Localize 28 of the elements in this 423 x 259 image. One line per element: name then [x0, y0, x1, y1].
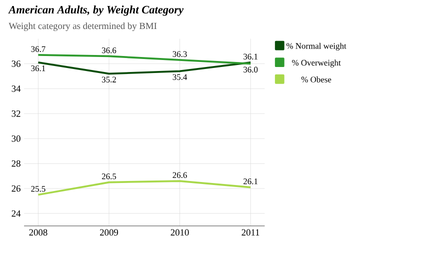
data-label: 26.6: [172, 172, 187, 178]
data-label: 35.4: [172, 74, 188, 80]
y-tick-label: 24: [12, 210, 21, 216]
x-tick-label: 2008: [29, 229, 48, 236]
chart-subtitle: Weight category as determined by BMI: [8, 22, 157, 31]
data-label: 36.1: [244, 54, 258, 60]
data-label: 36.6: [102, 47, 116, 54]
y-tick-label: 32: [12, 110, 20, 117]
chart-title: American Adults, by Weight Category: [8, 5, 184, 16]
data-label: 36.7: [31, 46, 46, 52]
y-tick-label: 30: [12, 135, 20, 142]
x-tick-label: 2010: [170, 229, 189, 236]
y-tick-label: 26: [12, 185, 20, 192]
data-label: 36.1: [31, 65, 46, 72]
legend-label: % Overweight: [292, 59, 341, 68]
y-tick-label: 36: [12, 60, 20, 67]
x-tick-label: 2009: [100, 229, 118, 236]
data-label: 36.3: [172, 51, 187, 57]
data-label: 36.0: [244, 66, 258, 72]
data-label: 26.5: [102, 173, 116, 180]
y-tick-label: 34: [12, 85, 21, 92]
legend-label: % Normal weight: [286, 42, 346, 50]
y-tick-label: 28: [12, 160, 20, 167]
data-label: 25.5: [31, 186, 46, 192]
data-label: 26.1: [244, 178, 258, 184]
data-label: 35.2: [102, 76, 116, 82]
x-tick-label: 2011: [242, 229, 260, 236]
legend-label: % Obese: [301, 76, 332, 82]
